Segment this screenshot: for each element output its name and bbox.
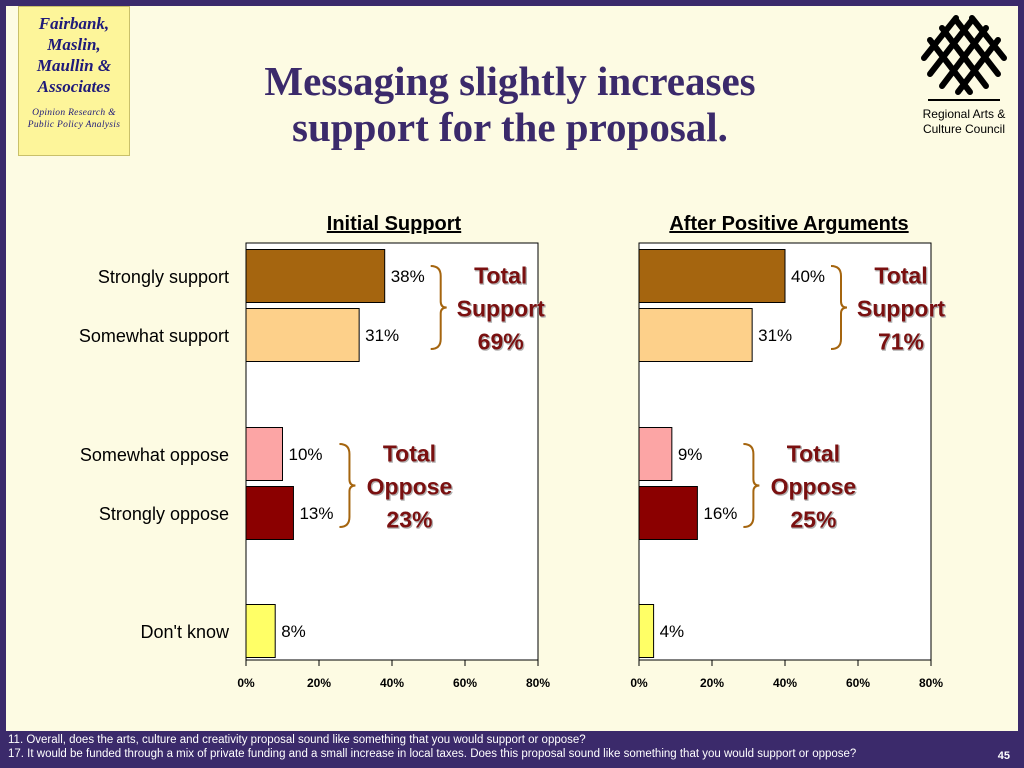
bar <box>638 427 673 481</box>
footer-question-2: 17. It would be funded through a mix of … <box>8 748 857 760</box>
bar <box>245 308 360 362</box>
category-label: Strongly oppose <box>99 504 229 524</box>
chart-title: After Positive Arguments <box>669 213 908 235</box>
bar <box>245 604 276 658</box>
curly-bracket <box>830 265 848 350</box>
total-annotation-line: Support <box>857 296 945 322</box>
firm-name: Fairbank, Maslin, Maullin & Associates <box>19 13 129 97</box>
x-tick-label: 60% <box>846 676 870 690</box>
firm-name-line: Associates <box>37 77 111 96</box>
x-tick-label: 40% <box>773 676 797 690</box>
x-tick-label: 0% <box>237 676 255 690</box>
category-label: Strongly support <box>98 267 229 287</box>
bar <box>638 308 753 362</box>
org-name-line: Culture Council <box>922 122 1006 136</box>
total-annotation-line: 23% <box>386 507 432 533</box>
x-tick-label: 80% <box>526 676 550 690</box>
slide-title-line: Messaging slightly increases <box>264 58 756 104</box>
total-annotation-line: 71% <box>878 329 924 355</box>
bar-value-label: 4% <box>660 622 685 641</box>
bar-value-label: 38% <box>391 267 425 286</box>
fmma-logo: Fairbank, Maslin, Maullin & Associates O… <box>18 6 130 156</box>
total-annotation-line: 25% <box>790 507 836 533</box>
footer-bar: 11. Overall, does the arts, culture and … <box>0 731 1024 768</box>
bar-value-label: 8% <box>281 622 306 641</box>
total-annotation-line: Support <box>457 296 545 322</box>
bar-value-label: 9% <box>678 445 703 464</box>
x-tick-label: 40% <box>380 676 404 690</box>
firm-name-line: Maullin & <box>36 56 112 75</box>
chart-area: Strongly support Somewhat support Somewhat… <box>79 213 946 690</box>
org-name-line: Regional Arts & <box>922 107 1006 121</box>
curly-bracket <box>430 265 447 350</box>
bar-value-label: 16% <box>703 504 737 523</box>
x-tick-label: 80% <box>919 676 943 690</box>
bar-value-label: 10% <box>289 445 323 464</box>
bar-value-label: 31% <box>758 326 792 345</box>
x-tick-label: 20% <box>307 676 331 690</box>
chart-title: Initial Support <box>327 213 462 235</box>
bar <box>638 249 786 303</box>
slide-title-line: support for the proposal. <box>292 104 728 150</box>
bar <box>245 249 386 303</box>
bar <box>245 427 283 481</box>
category-label: Somewhat oppose <box>80 445 229 465</box>
total-annotation-line: Total <box>787 441 840 467</box>
total-annotation-line: Total <box>874 263 927 289</box>
bar-value-label: 31% <box>365 326 399 345</box>
total-annotation-line: Total <box>383 441 436 467</box>
page-number: 45 <box>997 750 1010 762</box>
total-annotation-line: 69% <box>478 329 524 355</box>
x-tick-label: 60% <box>453 676 477 690</box>
total-annotation-line: Oppose <box>367 474 453 500</box>
bar <box>638 604 655 658</box>
total-annotation-line: Total <box>474 263 527 289</box>
bar <box>245 486 294 540</box>
bar-value-label: 13% <box>299 504 333 523</box>
footer-question-1: 11. Overall, does the arts, culture and … <box>8 734 586 746</box>
category-label: Don't know <box>141 622 230 642</box>
curly-bracket <box>743 443 760 528</box>
x-tick-label: 20% <box>700 676 724 690</box>
bar-value-label: 40% <box>791 267 825 286</box>
total-annotation-line: Oppose <box>771 474 857 500</box>
curly-bracket <box>339 443 356 528</box>
firm-tagline-line: Opinion Research & <box>32 108 116 118</box>
firm-tagline: Opinion Research & Public Policy Analysi… <box>19 107 129 131</box>
x-tick-label: 0% <box>630 676 648 690</box>
firm-name-line: Maslin, <box>47 35 101 54</box>
slide-title: Messaging slightly increases support for… <box>200 58 820 150</box>
firm-name-line: Fairbank, <box>38 14 110 33</box>
org-name: Regional Arts & Culture Council <box>905 107 1023 137</box>
category-label: Somewhat support <box>79 326 229 346</box>
woven-lattice-icon <box>921 15 1007 101</box>
firm-tagline-line: Public Policy Analysis <box>27 120 121 130</box>
bar <box>638 486 698 540</box>
